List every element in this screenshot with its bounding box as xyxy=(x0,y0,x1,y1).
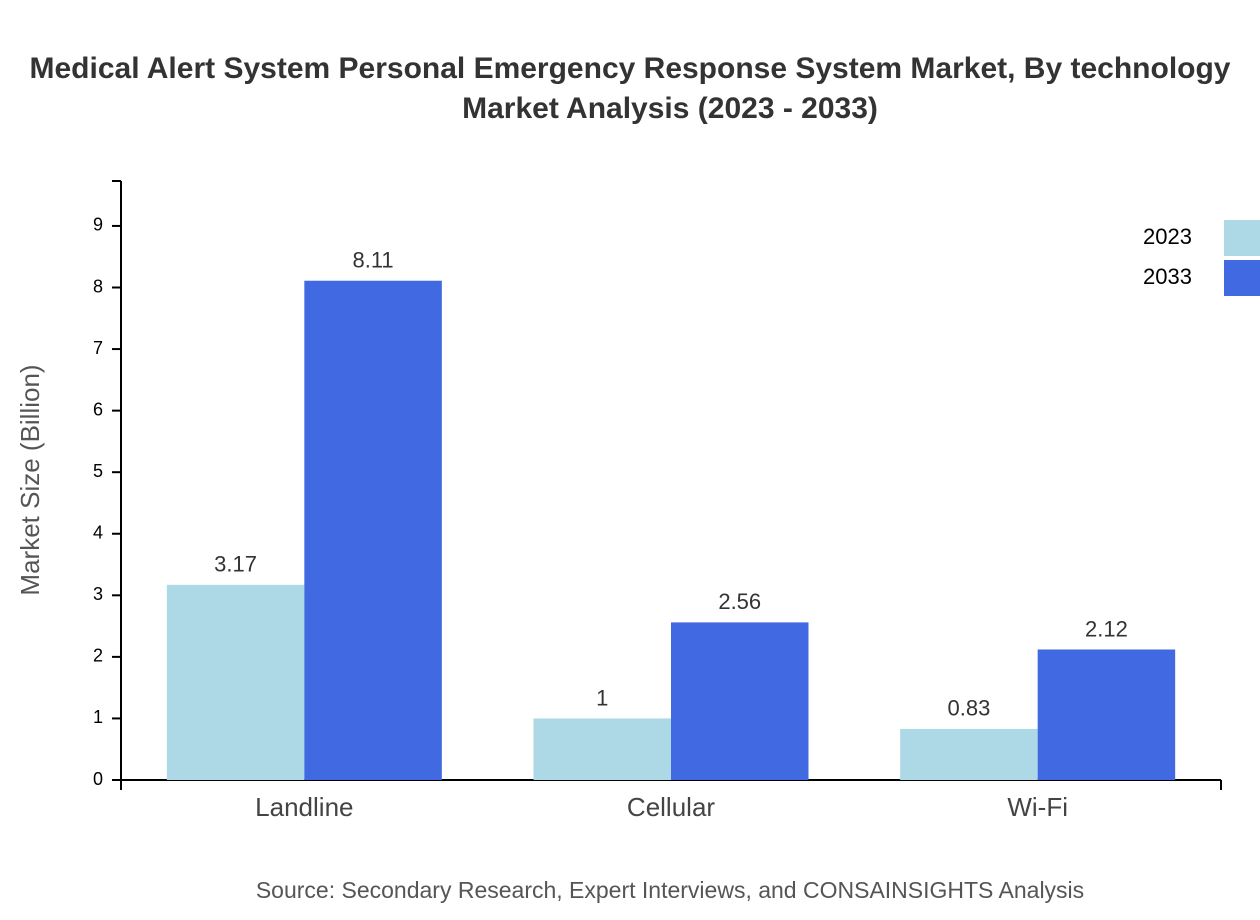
y-tick-label: 8 xyxy=(93,276,103,296)
bar xyxy=(671,622,809,780)
bar xyxy=(900,728,1038,780)
value-label: 1 xyxy=(596,685,608,710)
bar xyxy=(166,584,305,780)
y-tick-label: 9 xyxy=(93,215,103,235)
legend-label: 2023 xyxy=(1143,224,1192,249)
value-label: 2.56 xyxy=(718,589,761,614)
y-tick-label: 5 xyxy=(93,461,103,481)
legend-label: 2033 xyxy=(1143,264,1192,289)
value-label: 2.12 xyxy=(1085,616,1128,641)
value-label: 0.83 xyxy=(948,696,991,721)
x-tick-label: Cellular xyxy=(627,792,715,822)
x-tick-label: Wi-Fi xyxy=(1007,792,1068,822)
value-label: 8.11 xyxy=(352,248,393,273)
bar xyxy=(533,718,671,780)
y-tick-label: 4 xyxy=(93,523,103,543)
x-tick-label: Landline xyxy=(255,792,353,822)
y-tick-label: 6 xyxy=(93,399,103,419)
chart-title: Market Analysis (2023 - 2033) xyxy=(462,92,878,125)
chart-title: Medical Alert System Personal Emergency … xyxy=(30,52,1231,85)
source-note: Source: Secondary Research, Expert Inter… xyxy=(256,877,1084,903)
y-tick-label: 0 xyxy=(93,769,103,789)
legend-swatch xyxy=(1224,220,1260,256)
y-tick-label: 7 xyxy=(93,338,103,358)
legend-swatch xyxy=(1224,260,1260,296)
bar xyxy=(1037,649,1176,780)
y-axis-label: Market Size (Billion) xyxy=(15,364,45,595)
y-tick-label: 3 xyxy=(93,584,103,604)
y-tick-label: 2 xyxy=(93,646,103,666)
value-label: 3.17 xyxy=(214,552,257,577)
y-tick-label: 1 xyxy=(93,707,103,727)
bar xyxy=(304,280,442,780)
